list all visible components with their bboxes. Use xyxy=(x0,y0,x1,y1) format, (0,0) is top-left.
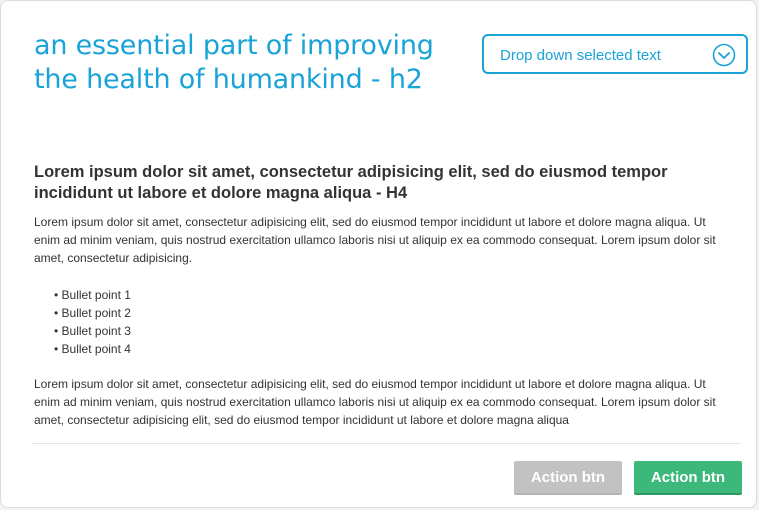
dropdown-selected-text: Drop down selected text xyxy=(500,47,661,64)
chevron-down-icon xyxy=(712,43,736,67)
bullet-item: Bullet point 3 xyxy=(54,322,131,340)
page-title: an essential part of improving the healt… xyxy=(34,30,434,95)
paragraph-body: Lorem ipsum dolor sit amet, consectetur … xyxy=(34,377,716,427)
bullet-item: Bullet point 1 xyxy=(54,286,131,304)
paragraph-intro: Lorem ipsum dolor sit amet, consectetur … xyxy=(34,215,716,265)
bullet-item: Bullet point 2 xyxy=(54,304,131,322)
bullet-item: Bullet point 4 xyxy=(54,340,131,358)
primary-action-button[interactable]: Action btn xyxy=(634,461,742,495)
footer-divider xyxy=(31,443,741,444)
secondary-action-button[interactable]: Action btn xyxy=(514,461,622,495)
dropdown-select[interactable]: Drop down selected text xyxy=(482,34,748,74)
bullet-list: Bullet point 1 Bullet point 2 Bullet poi… xyxy=(54,286,131,358)
section-heading: Lorem ipsum dolor sit amet, consectetur … xyxy=(34,163,668,202)
